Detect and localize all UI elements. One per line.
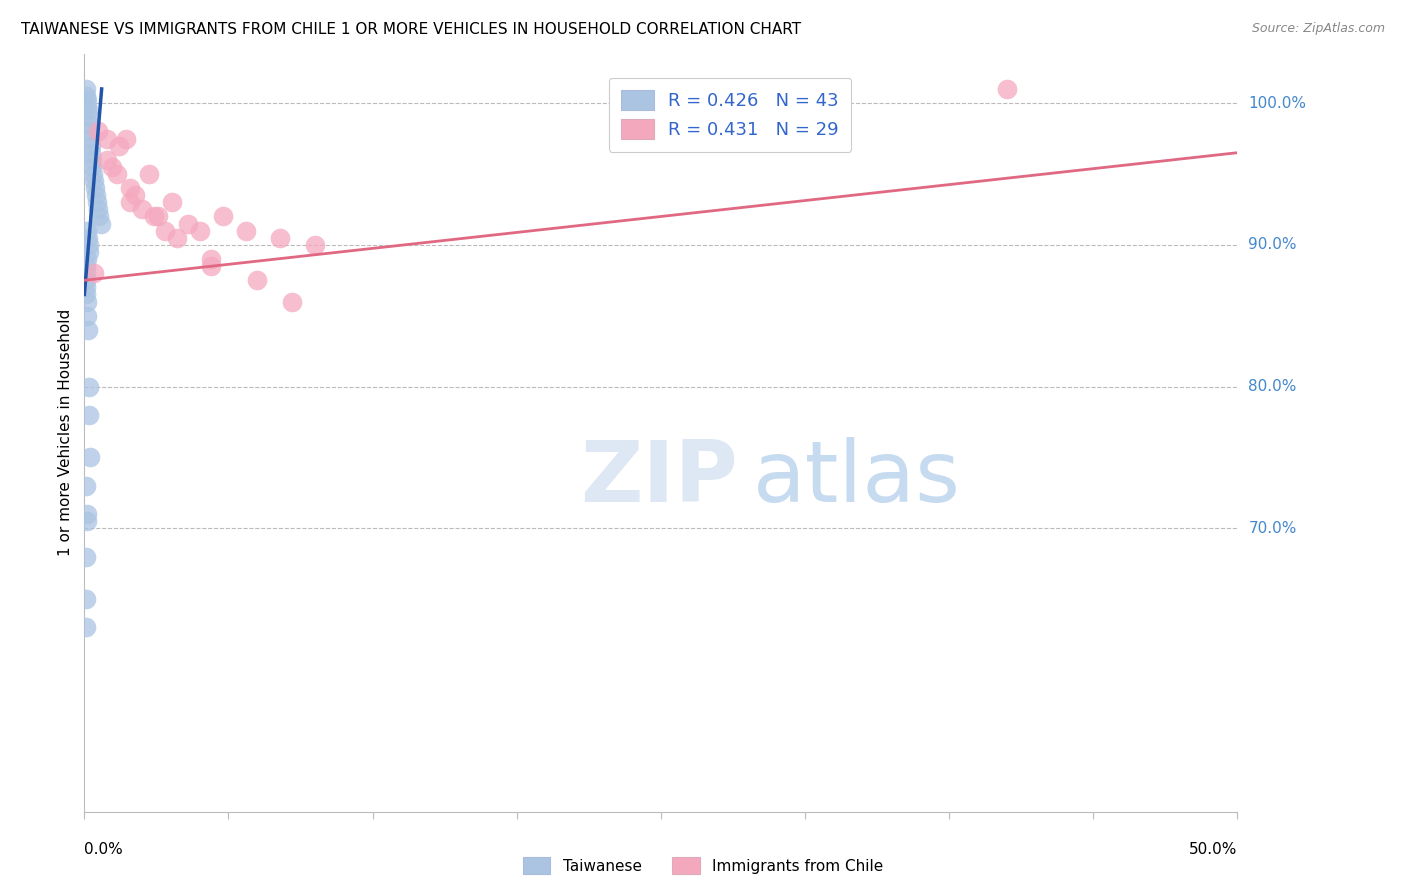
Y-axis label: 1 or more Vehicles in Household: 1 or more Vehicles in Household <box>58 309 73 557</box>
Point <box>131 202 153 217</box>
Point <box>75 549 97 564</box>
Point <box>235 224 257 238</box>
Point <box>108 138 131 153</box>
Point <box>76 309 98 323</box>
Point <box>75 620 97 634</box>
Point <box>87 124 110 138</box>
Point <box>142 210 165 224</box>
Point <box>76 99 98 113</box>
Point <box>96 153 118 167</box>
Point <box>200 252 222 266</box>
Legend: R = 0.426   N = 43, R = 0.431   N = 29: R = 0.426 N = 43, R = 0.431 N = 29 <box>609 78 852 152</box>
Point <box>83 266 105 280</box>
Point <box>82 167 104 181</box>
Point <box>82 160 104 174</box>
Point <box>77 237 100 252</box>
Point <box>115 131 138 145</box>
Point <box>269 231 291 245</box>
Point <box>76 103 98 118</box>
Text: 50.0%: 50.0% <box>1189 842 1237 857</box>
Point <box>77 117 100 131</box>
Point <box>77 323 100 337</box>
Point <box>76 507 98 521</box>
Point <box>86 195 108 210</box>
Point <box>79 124 101 138</box>
Point <box>75 287 97 301</box>
Point <box>96 131 118 145</box>
Point <box>146 210 169 224</box>
Point <box>138 167 160 181</box>
Point <box>76 294 98 309</box>
Point <box>177 217 200 231</box>
Text: Source: ZipAtlas.com: Source: ZipAtlas.com <box>1251 22 1385 36</box>
Point <box>200 259 222 273</box>
Text: atlas: atlas <box>754 436 962 520</box>
Point <box>188 224 211 238</box>
Point <box>246 273 269 287</box>
Point <box>83 174 105 188</box>
Point <box>105 167 128 181</box>
Point <box>995 82 1018 96</box>
Point <box>84 188 107 202</box>
Point <box>80 145 103 160</box>
Text: 80.0%: 80.0% <box>1249 379 1296 394</box>
Legend: Taiwanese, Immigrants from Chile: Taiwanese, Immigrants from Chile <box>517 851 889 880</box>
Point <box>80 153 103 167</box>
Point <box>124 188 146 202</box>
Point <box>76 93 98 107</box>
Point <box>75 479 97 493</box>
Point <box>79 450 101 465</box>
Point <box>89 217 111 231</box>
Point <box>211 210 233 224</box>
Point <box>89 210 111 224</box>
Point <box>75 266 97 280</box>
Point <box>75 259 97 273</box>
Point <box>79 408 101 422</box>
Point <box>166 231 188 245</box>
Point <box>75 82 97 96</box>
Point <box>80 138 103 153</box>
Point <box>77 244 100 259</box>
Text: 0.0%: 0.0% <box>84 842 124 857</box>
Point <box>120 195 142 210</box>
Point <box>79 131 101 145</box>
Text: 90.0%: 90.0% <box>1249 237 1296 252</box>
Point <box>75 280 97 294</box>
Point <box>304 237 326 252</box>
Text: TAIWANESE VS IMMIGRANTS FROM CHILE 1 OR MORE VEHICLES IN HOUSEHOLD CORRELATION C: TAIWANESE VS IMMIGRANTS FROM CHILE 1 OR … <box>21 22 801 37</box>
Point <box>83 181 105 195</box>
Point <box>281 294 304 309</box>
Point <box>153 224 176 238</box>
Point <box>76 224 98 238</box>
Point <box>76 231 98 245</box>
Point <box>75 89 97 103</box>
Text: 100.0%: 100.0% <box>1249 95 1306 111</box>
Point <box>75 273 97 287</box>
Point <box>120 181 142 195</box>
Point <box>87 202 110 217</box>
Point <box>76 252 98 266</box>
Point <box>77 379 100 393</box>
Point <box>75 592 97 607</box>
Text: 70.0%: 70.0% <box>1249 521 1296 536</box>
Point <box>76 514 98 528</box>
Point <box>160 195 183 210</box>
Point <box>101 160 124 174</box>
Point <box>77 110 100 124</box>
Text: ZIP: ZIP <box>581 436 738 520</box>
